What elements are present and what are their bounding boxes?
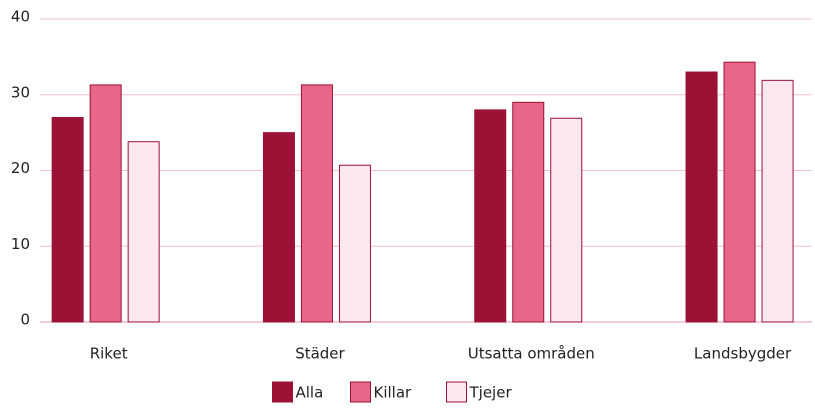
legend-swatch bbox=[272, 381, 293, 403]
bar bbox=[262, 132, 295, 323]
bar bbox=[89, 84, 122, 323]
legend-label: Killar bbox=[374, 384, 413, 402]
bar bbox=[300, 84, 333, 323]
x-tick-label: Städer bbox=[295, 345, 345, 363]
bar bbox=[338, 164, 371, 323]
legend-label: Alla bbox=[296, 384, 324, 402]
legend-label: Tjejer bbox=[469, 384, 513, 402]
bar bbox=[550, 117, 583, 323]
bar bbox=[127, 141, 160, 323]
bar bbox=[512, 101, 545, 323]
bar bbox=[51, 116, 84, 323]
legend-swatch bbox=[350, 381, 371, 403]
y-tick-label: 20 bbox=[11, 159, 30, 177]
y-tick-label: 10 bbox=[11, 235, 30, 253]
bar bbox=[474, 109, 507, 323]
y-tick-label: 0 bbox=[20, 311, 30, 329]
bar bbox=[761, 79, 794, 323]
y-tick-label: 30 bbox=[11, 83, 30, 101]
y-tick-label: 40 bbox=[11, 8, 30, 26]
x-tick-label: Riket bbox=[90, 345, 128, 363]
legend-swatch bbox=[446, 381, 467, 403]
bar bbox=[723, 61, 756, 323]
bar bbox=[685, 71, 718, 323]
x-tick-label: Utsatta områden bbox=[468, 345, 595, 363]
x-tick-label: Landsbygder bbox=[694, 345, 792, 363]
